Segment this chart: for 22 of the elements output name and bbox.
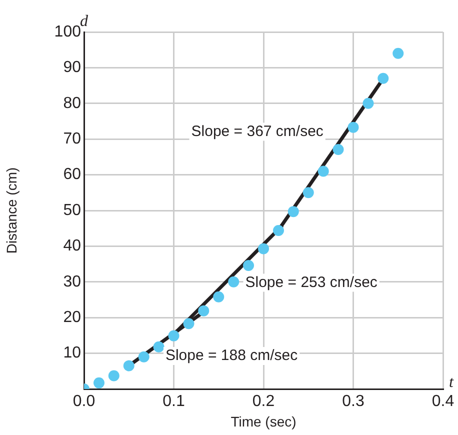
y-tick-label: 60 bbox=[63, 166, 82, 184]
x-tick-label: 0.1 bbox=[162, 393, 185, 410]
y-tick-label: 90 bbox=[63, 59, 82, 76]
y-axis-title: Distance (cm) bbox=[3, 167, 20, 254]
x-tick-label: 0.0 bbox=[72, 393, 96, 410]
y-tick-label: 10 bbox=[63, 344, 82, 362]
series-label: Slope = 188 cm/sec bbox=[165, 347, 298, 364]
series-label: Slope = 367 cm/sec bbox=[191, 122, 324, 140]
y-tick-label: 50 bbox=[63, 202, 82, 219]
y-tick-label: 30 bbox=[63, 273, 82, 290]
series-label: Slope = 253 cm/sec bbox=[245, 274, 378, 291]
y-tick-label: 80 bbox=[63, 94, 82, 112]
x-axis-title: Time (sec) bbox=[230, 413, 296, 430]
y-tick-label: 40 bbox=[63, 238, 82, 255]
text: d bbox=[80, 13, 89, 30]
y-tick-label: 20 bbox=[63, 309, 82, 326]
x-tick-label: 0.4 bbox=[432, 393, 454, 410]
x-tick-label: 0.3 bbox=[342, 393, 364, 410]
y-tick-label: 70 bbox=[63, 130, 82, 148]
y-tick-label: 100 bbox=[54, 23, 82, 40]
x-tick-label: 0.2 bbox=[252, 393, 275, 410]
text: t bbox=[449, 374, 454, 392]
